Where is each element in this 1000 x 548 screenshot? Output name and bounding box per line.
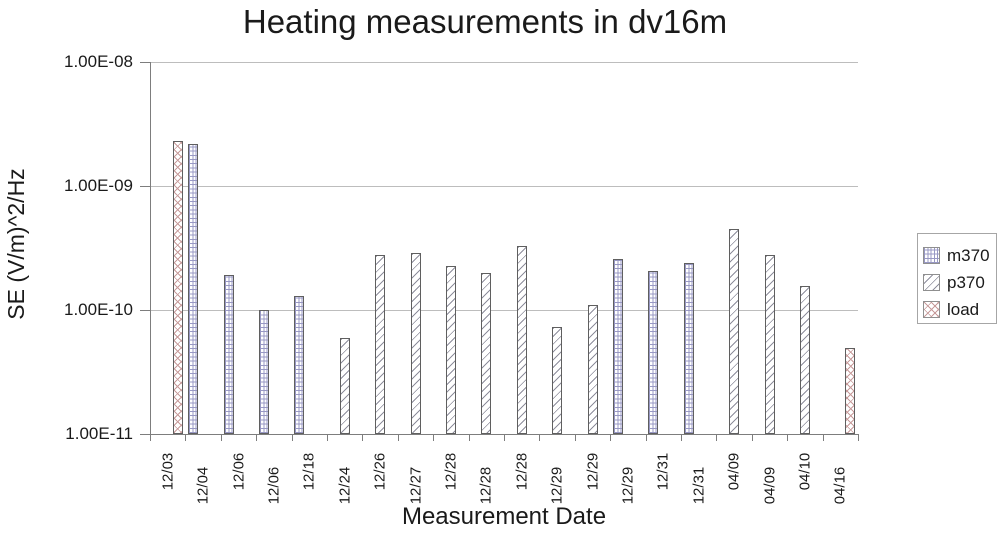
x-axis-line bbox=[150, 434, 859, 435]
bar-p370-12/29 bbox=[552, 326, 563, 434]
x-axis-tick bbox=[751, 435, 753, 441]
y-axis-tick bbox=[140, 62, 150, 63]
x-axis-tick bbox=[327, 435, 328, 441]
legend-item-p370: p370 bbox=[923, 269, 996, 296]
x-axis-tick bbox=[574, 435, 576, 441]
bar-load-12/03 bbox=[172, 141, 183, 434]
y-axis-tick bbox=[140, 186, 150, 187]
x-axis-tick-label: 12/28 bbox=[477, 466, 495, 505]
bar-p370-12/28 bbox=[516, 245, 527, 434]
x-axis-tick bbox=[256, 435, 258, 441]
bar-p370-04/09 bbox=[764, 254, 775, 434]
legend-item-load: load bbox=[923, 296, 996, 323]
x-axis-tick-label: 04/16 bbox=[831, 466, 849, 505]
bar-p370-04/09 bbox=[729, 229, 740, 434]
bar-p370-12/28 bbox=[445, 266, 456, 434]
x-axis-tick bbox=[822, 435, 824, 441]
x-axis-tick bbox=[150, 435, 151, 441]
x-axis-tick bbox=[291, 435, 293, 441]
x-axis-tick bbox=[185, 435, 187, 441]
x-axis-tick-label: 12/03 bbox=[159, 452, 177, 491]
x-axis-tick-label: 12/24 bbox=[336, 466, 354, 505]
x-axis-tick-label: 12/04 bbox=[194, 466, 212, 505]
bar-m370-12/06 bbox=[258, 310, 269, 434]
x-axis-tick bbox=[858, 435, 859, 441]
x-axis-tick-label: 12/31 bbox=[654, 452, 672, 491]
cross-pattern-swatch-icon bbox=[923, 301, 940, 318]
gridline bbox=[151, 310, 858, 311]
y-axis-tick-label: 1.00E-11 bbox=[65, 424, 133, 443]
y-axis-tick-label: 1.00E-10 bbox=[64, 300, 133, 319]
bar-m370-12/04 bbox=[188, 143, 199, 434]
y-axis-tick-label: 1.00E-09 bbox=[64, 176, 133, 195]
gridline bbox=[151, 62, 858, 63]
bar-load-04/16 bbox=[845, 348, 856, 434]
chart-title: Heating measurements in dv16m bbox=[242, 3, 728, 40]
x-axis-tick bbox=[716, 435, 718, 441]
y-axis-tick bbox=[140, 310, 150, 311]
legend-label: load bbox=[947, 300, 980, 319]
x-axis-tick-label: 12/29 bbox=[584, 452, 601, 491]
x-axis-tick bbox=[681, 435, 682, 441]
x-axis-tick-label: 12/31 bbox=[690, 466, 708, 505]
bar-p370-12/24 bbox=[339, 337, 350, 434]
grid-pattern-swatch-icon bbox=[923, 247, 940, 264]
x-axis-tick-label: 04/09 bbox=[725, 452, 743, 491]
bar-p370-12/27 bbox=[410, 252, 421, 434]
bar-m370-12/31 bbox=[683, 262, 694, 434]
legend: m370 p370 load bbox=[917, 233, 997, 324]
x-axis-tick-label: 12/06 bbox=[265, 466, 283, 505]
x-axis-title: Measurement Date bbox=[401, 503, 607, 530]
x-axis-tick bbox=[362, 435, 364, 441]
bar-p370-12/29 bbox=[587, 304, 598, 434]
x-axis-tick bbox=[539, 435, 541, 441]
bar-m370-12/06 bbox=[223, 275, 234, 434]
bar-m370-12/18 bbox=[294, 295, 305, 434]
x-axis-tick bbox=[610, 435, 612, 441]
x-axis-tick-label: 04/09 bbox=[761, 466, 778, 505]
x-axis-tick-label: 12/18 bbox=[300, 452, 318, 491]
y-axis-tick-label: 1.00E-08 bbox=[64, 52, 133, 71]
x-axis-tick-label: 12/26 bbox=[371, 452, 389, 491]
x-axis-tick-label: 12/06 bbox=[230, 452, 247, 491]
bar-m370-12/29 bbox=[612, 258, 623, 434]
legend-label: p370 bbox=[947, 273, 985, 292]
x-axis-tick bbox=[220, 435, 222, 441]
x-axis-tick-label: 12/28 bbox=[442, 452, 460, 491]
bar-p370-04/10 bbox=[799, 286, 810, 434]
diag-pattern-swatch-icon bbox=[923, 274, 940, 291]
legend-item-m370: m370 bbox=[923, 242, 996, 269]
x-axis-tick bbox=[504, 435, 505, 441]
bar-p370-12/28 bbox=[481, 272, 492, 434]
y-axis-tick bbox=[140, 434, 150, 435]
x-axis-tick bbox=[645, 435, 647, 441]
x-axis-tick-label: 04/10 bbox=[796, 452, 814, 491]
bar-p370-12/26 bbox=[375, 254, 386, 434]
gridline bbox=[151, 186, 858, 187]
x-axis-tick-label: 12/29 bbox=[548, 466, 566, 505]
x-axis-tick bbox=[397, 435, 399, 441]
x-axis-tick-label: 12/27 bbox=[407, 466, 424, 505]
x-axis-tick bbox=[433, 435, 435, 441]
x-axis-tick bbox=[468, 435, 470, 441]
y-axis-line bbox=[150, 62, 151, 435]
x-axis-tick bbox=[787, 435, 789, 441]
legend-label: m370 bbox=[947, 246, 990, 265]
x-axis-tick-label: 12/28 bbox=[513, 452, 531, 491]
bar-m370-12/31 bbox=[648, 271, 659, 434]
y-axis-title: SE (V/m)^2/Hz bbox=[3, 168, 29, 320]
x-axis-tick-label: 12/29 bbox=[619, 466, 637, 505]
